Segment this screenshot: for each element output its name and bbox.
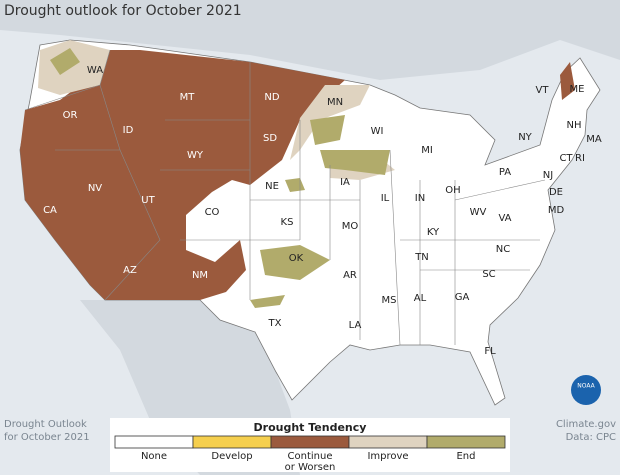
state-borders xyxy=(24,49,546,346)
state-label: NV xyxy=(88,183,102,194)
state-label: MT xyxy=(180,92,196,103)
state-label: DE xyxy=(549,187,563,198)
state-label: ME xyxy=(570,84,585,95)
state-label: UT xyxy=(141,195,155,206)
logo-text: NOAA xyxy=(577,383,595,390)
state-label: OH xyxy=(445,185,460,196)
state-label: NE xyxy=(265,181,279,192)
state-label: WV xyxy=(470,207,487,218)
state-label: KY xyxy=(427,227,440,238)
noaa-logo xyxy=(571,375,601,405)
state-label: VA xyxy=(498,213,511,224)
legend-label-box: Develop xyxy=(211,451,253,462)
legend-label: Continue or Worsen xyxy=(284,451,336,473)
state-label: ND xyxy=(264,92,279,103)
legend-swatch xyxy=(114,435,194,449)
state-label: CT xyxy=(559,153,573,164)
state-label: SD xyxy=(263,133,277,144)
state-label: MA xyxy=(586,134,602,145)
continue-region xyxy=(20,50,345,300)
state-label: KS xyxy=(281,217,294,228)
legend-label-box: None xyxy=(140,451,168,462)
state-label: OR xyxy=(63,110,78,121)
state-label: PA xyxy=(499,167,511,178)
legend-swatch xyxy=(192,435,272,449)
legend-label-box: Improve xyxy=(367,451,409,462)
canada xyxy=(0,0,620,80)
state-label: NH xyxy=(567,120,582,131)
state-label: WA xyxy=(87,65,103,76)
footer-left: Drought Outlook xyxy=(4,419,87,430)
state-label: MD xyxy=(548,205,565,216)
state-label: CA xyxy=(43,205,57,216)
state-label: WY xyxy=(187,150,204,161)
legend-label: None xyxy=(140,451,168,462)
state-labels: WA OR CA NV ID MT WY UT AZ CO NM ND SD NE KS OK TX MN IA MO… xyxy=(43,65,602,357)
state-label: NM xyxy=(192,270,208,281)
state-label: TX xyxy=(268,318,282,329)
state-label: GA xyxy=(455,292,470,303)
state-label: AR xyxy=(343,270,357,281)
state-label: FL xyxy=(484,346,496,357)
state-label: CO xyxy=(205,207,220,218)
legend-swatch xyxy=(348,435,428,449)
state-label: VT xyxy=(536,85,550,96)
legend-label: End xyxy=(456,451,476,462)
improve-region xyxy=(290,85,370,160)
footer-right: Data: CPC xyxy=(566,432,616,443)
legend-swatch xyxy=(270,435,350,449)
state-label: AL xyxy=(414,293,427,304)
state-label: MO xyxy=(342,221,359,232)
footer-right: Climate.gov xyxy=(556,419,616,430)
state-label: IL xyxy=(381,193,390,204)
state-label: AZ xyxy=(123,265,137,276)
state-label: IN xyxy=(415,193,425,204)
state-label: OK xyxy=(289,253,304,264)
state-label: MI xyxy=(421,145,433,156)
state-label: IA xyxy=(340,177,350,188)
continue-region xyxy=(560,62,575,100)
state-label: MN xyxy=(327,97,343,108)
legend: None Develop Continue or Worsen Improve End xyxy=(114,435,506,473)
legend-label-box: Continue or Worsen xyxy=(284,451,336,473)
state-label: ID xyxy=(123,125,134,136)
legend-label: Develop xyxy=(211,451,253,462)
state-label: NY xyxy=(518,132,532,143)
state-label: NJ xyxy=(543,170,553,181)
legend-title: Drought Tendency xyxy=(254,421,367,434)
footer-left: for October 2021 xyxy=(4,432,90,443)
improve-region xyxy=(38,40,110,95)
title: Drought outlook for October 2021 xyxy=(4,3,242,19)
state-label: TN xyxy=(414,252,429,263)
state-label: WI xyxy=(371,126,384,137)
legend-swatch xyxy=(426,435,506,449)
state-label: RI xyxy=(575,153,585,164)
legend-label-box: End xyxy=(456,451,476,462)
state-label: NC xyxy=(496,244,510,255)
legend-label: Improve xyxy=(367,451,409,462)
state-label: LA xyxy=(349,320,362,331)
state-label: MS xyxy=(382,295,397,306)
state-label: SC xyxy=(482,269,495,280)
